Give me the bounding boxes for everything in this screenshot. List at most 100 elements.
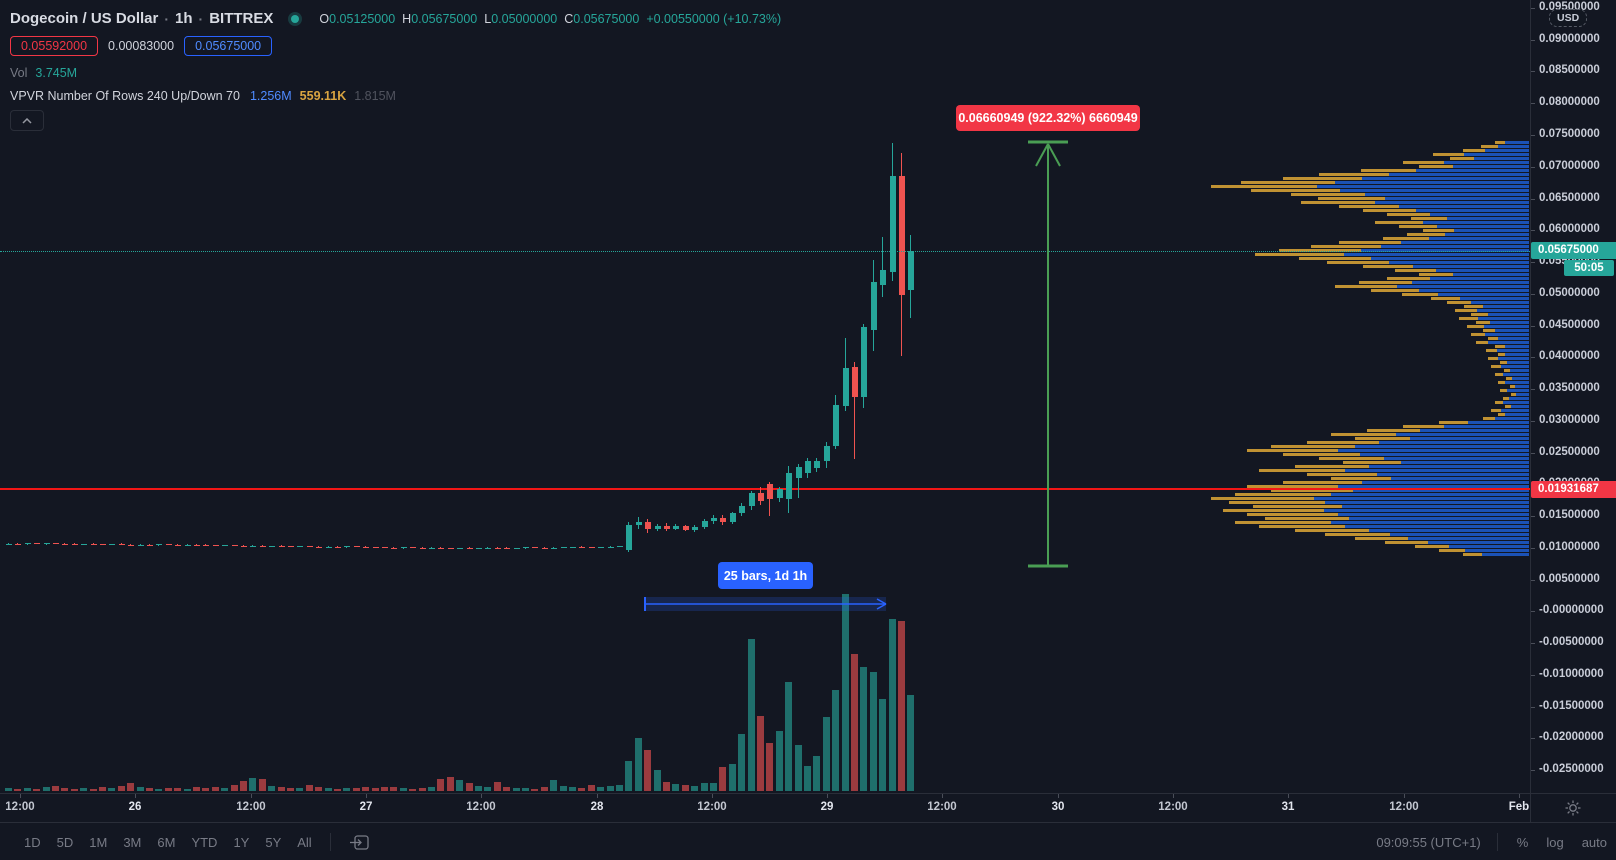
vpvr-row-down <box>1331 433 1396 436</box>
time-axis[interactable]: 12:00 26 12:00 27 12:00 28 12:00 29 12:00 30 12:00… <box>0 793 1616 823</box>
measure-label[interactable]: 0.06660949 (922.32%) 6660949 <box>956 105 1140 131</box>
vpvr-row-down <box>1431 297 1460 300</box>
vpvr-row-up <box>1430 277 1529 280</box>
range-YTD[interactable]: YTD <box>191 834 218 850</box>
vpvr-row-down <box>1363 209 1416 212</box>
volume-bar <box>259 779 266 791</box>
range-1D[interactable]: 1D <box>24 834 41 850</box>
vpvr-row-up <box>1384 457 1529 460</box>
vpvr-row-down <box>1464 305 1483 308</box>
candle-body <box>890 176 896 272</box>
candle-wick <box>769 482 770 516</box>
vpvr-row-down <box>1311 245 1381 248</box>
exchange-label[interactable]: BITTREX <box>209 10 274 27</box>
chart-canvas[interactable] <box>0 0 1530 793</box>
vpvr-row-down <box>1423 229 1454 232</box>
price-tick-dash <box>1531 135 1535 136</box>
candle-wick <box>149 544 150 545</box>
volume-bar <box>748 639 755 791</box>
vpvr-row-up <box>1365 193 1529 196</box>
range-1M[interactable]: 1M <box>89 834 108 850</box>
volume-bar <box>635 738 642 791</box>
axis-settings-icon[interactable] <box>1563 798 1583 818</box>
price-tick-label: 0.04000000 <box>1539 350 1600 362</box>
vpvr-row-up <box>1355 445 1529 448</box>
volume-row[interactable]: Vol 3.745M <box>10 66 77 80</box>
vpvr-row-down <box>1247 449 1338 452</box>
volume-bar <box>588 785 595 791</box>
candle-body <box>326 547 332 548</box>
vpvr-row-up <box>1338 485 1529 488</box>
price-axis[interactable]: 0.09500000 0.09000000 0.08500000 0.08000000… <box>1530 0 1616 793</box>
vpvr-row-up <box>1498 337 1529 340</box>
clock[interactable]: 09:09:55 (UTC+1) <box>1376 834 1481 850</box>
volume-bar <box>61 788 68 791</box>
vpvr-row-up <box>1430 213 1529 216</box>
interval-label[interactable]: 1h <box>175 10 193 27</box>
vpvr-row-down <box>1439 421 1468 424</box>
symbol-title[interactable]: Dogecoin / US Dollar <box>10 10 159 27</box>
vpvr-down-volume: 559.11K <box>299 89 347 103</box>
vpvr-row-down <box>1295 465 1369 468</box>
range-All[interactable]: All <box>297 834 312 850</box>
chevron-up-icon <box>22 117 32 124</box>
vpvr-row-down <box>1335 285 1397 288</box>
candle-body <box>683 526 689 530</box>
volume-bar <box>757 716 764 791</box>
buy-button[interactable]: 0.05675000 <box>184 36 273 56</box>
vpvr-row[interactable]: VPVR Number Of Rows 240 Up/Down 70 1.256… <box>10 89 396 103</box>
range-3M[interactable]: 3M <box>123 834 142 850</box>
range-6M[interactable]: 6M <box>157 834 176 850</box>
price-tick-dash <box>1531 103 1535 104</box>
volume-bar <box>776 731 783 791</box>
volume-bar <box>343 788 350 791</box>
candle-body <box>269 546 275 547</box>
candle-body <box>908 251 914 290</box>
volume-bar <box>99 787 106 791</box>
vpvr-row-up <box>1497 349 1529 352</box>
vpvr-row-up <box>1385 197 1529 200</box>
candle-body <box>664 526 670 529</box>
time-tick-label: 30 <box>1051 801 1065 813</box>
price-tick-label: 0.03500000 <box>1539 382 1600 394</box>
volume-bar <box>287 788 294 791</box>
price-tick-label: 0.07500000 <box>1539 128 1600 140</box>
candle-body <box>316 547 322 548</box>
range-5D[interactable]: 5D <box>56 834 74 850</box>
volume-bar <box>428 787 435 791</box>
currency-toggle-button[interactable]: USD <box>1549 9 1588 27</box>
candle-body <box>15 544 21 545</box>
vpvr-row-up <box>1349 517 1529 520</box>
alert-line[interactable] <box>0 488 1530 490</box>
price-tick-label: -0.02000000 <box>1539 731 1604 743</box>
bottom-toolbar: 1D 5D 1M 3M 6M YTD 1Y 5Y All 09:09:55 (UTC+1) % … <box>0 822 1616 860</box>
volume-bar <box>484 787 491 791</box>
volume-bar <box>409 789 416 791</box>
go-to-date-button[interactable] <box>341 830 378 855</box>
percent-scale-button[interactable]: % <box>1516 834 1529 850</box>
volume-bar <box>400 788 407 791</box>
time-tick-dash <box>1519 794 1520 798</box>
collapse-indicators-button[interactable] <box>10 110 44 131</box>
volume-bar <box>296 788 303 791</box>
auto-scale-button[interactable]: auto <box>1581 834 1607 850</box>
volume-bar <box>710 783 717 791</box>
high-value: 0.05675000 <box>411 11 478 26</box>
price-tick-label: 0.09000000 <box>1539 33 1600 45</box>
sell-button[interactable]: 0.05592000 <box>10 36 99 56</box>
vpvr-row-down <box>1271 489 1353 492</box>
candle-body <box>833 405 839 446</box>
vpvr-row-up <box>1381 245 1529 248</box>
time-tick-dash <box>1288 794 1289 798</box>
range-5Y[interactable]: 5Y <box>265 834 282 850</box>
vpvr-row-down <box>1495 345 1505 348</box>
vpvr-row-down <box>1495 401 1503 404</box>
log-scale-button[interactable]: log <box>1546 834 1564 850</box>
vpvr-row-up <box>1485 333 1529 336</box>
time-tick-dash <box>827 794 828 798</box>
range-1Y[interactable]: 1Y <box>233 834 250 850</box>
vpvr-row-down <box>1433 153 1464 156</box>
vpvr-row-down <box>1395 269 1436 272</box>
bars-range-label[interactable]: 25 bars, 1d 1h <box>718 562 813 589</box>
vpvr-row-up <box>1505 141 1529 144</box>
